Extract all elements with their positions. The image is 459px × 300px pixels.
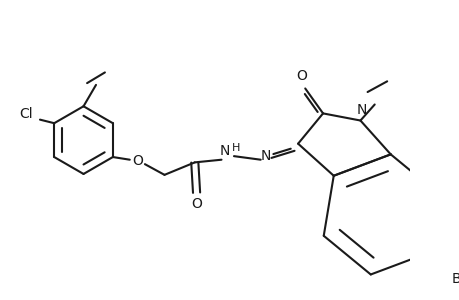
Text: O: O xyxy=(296,69,307,83)
Text: H: H xyxy=(231,143,240,153)
Text: Cl: Cl xyxy=(19,107,33,121)
Text: Br: Br xyxy=(451,272,459,286)
Text: O: O xyxy=(191,197,202,211)
Text: N: N xyxy=(260,149,271,163)
Text: O: O xyxy=(132,154,143,168)
Text: N: N xyxy=(356,103,367,117)
Text: N: N xyxy=(219,144,230,158)
